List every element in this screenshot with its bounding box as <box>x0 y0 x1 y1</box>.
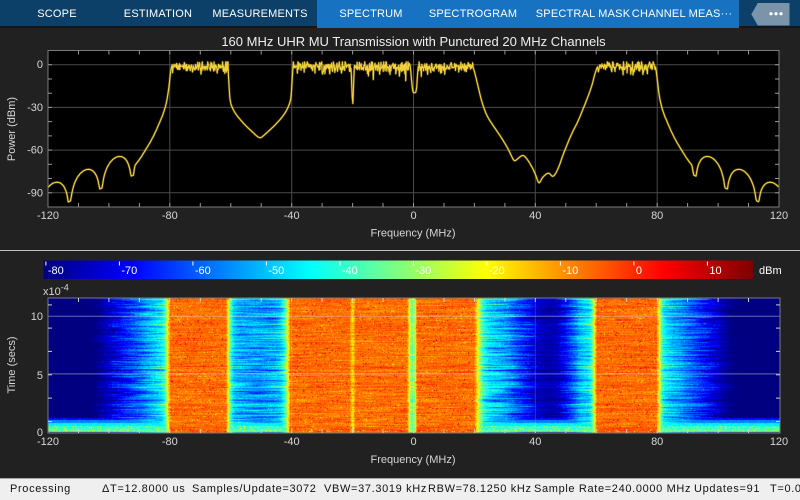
svg-text:-60: -60 <box>27 145 43 157</box>
svg-text:80: 80 <box>651 436 663 448</box>
svg-text:-80: -80 <box>162 436 178 448</box>
svg-text:-30: -30 <box>27 102 43 114</box>
svg-text:-80: -80 <box>48 265 64 277</box>
svg-text:5: 5 <box>37 370 43 382</box>
svg-text:Frequency (MHz): Frequency (MHz) <box>371 228 456 240</box>
svg-text:Power (dBm): Power (dBm) <box>6 97 18 161</box>
svg-text:-40: -40 <box>284 436 300 448</box>
svg-text:dBm: dBm <box>759 265 782 277</box>
svg-text:40: 40 <box>529 210 541 222</box>
svg-text:0: 0 <box>636 265 642 277</box>
svg-text:-30: -30 <box>415 265 431 277</box>
svg-text:-120: -120 <box>37 436 59 448</box>
svg-text:-40: -40 <box>342 265 358 277</box>
svg-text:-50: -50 <box>268 265 284 277</box>
svg-text:-80: -80 <box>162 210 178 222</box>
svg-text:-10: -10 <box>562 265 578 277</box>
svg-text:-60: -60 <box>195 265 211 277</box>
svg-text:120: 120 <box>770 436 788 448</box>
svg-text:120: 120 <box>770 210 788 222</box>
svg-text:Frequency (MHz): Frequency (MHz) <box>371 454 456 466</box>
svg-text:10: 10 <box>709 265 721 277</box>
svg-text:0: 0 <box>410 436 416 448</box>
svg-text:-70: -70 <box>121 265 137 277</box>
svg-text:x10-4: x10-4 <box>43 283 69 299</box>
svg-text:-20: -20 <box>489 265 505 277</box>
svg-text:-120: -120 <box>37 210 59 222</box>
svg-text:80: 80 <box>651 210 663 222</box>
svg-text:0: 0 <box>410 210 416 222</box>
svg-text:Time (secs): Time (secs) <box>6 336 18 393</box>
svg-text:40: 40 <box>529 436 541 448</box>
svg-text:0: 0 <box>37 427 43 439</box>
svg-text:0: 0 <box>37 59 43 71</box>
svg-text:160 MHz UHR MU Transmission wi: 160 MHz UHR MU Transmission with Punctur… <box>221 34 606 49</box>
svg-text:-40: -40 <box>284 210 300 222</box>
svg-text:10: 10 <box>31 311 43 323</box>
svg-text:-90: -90 <box>27 187 43 199</box>
